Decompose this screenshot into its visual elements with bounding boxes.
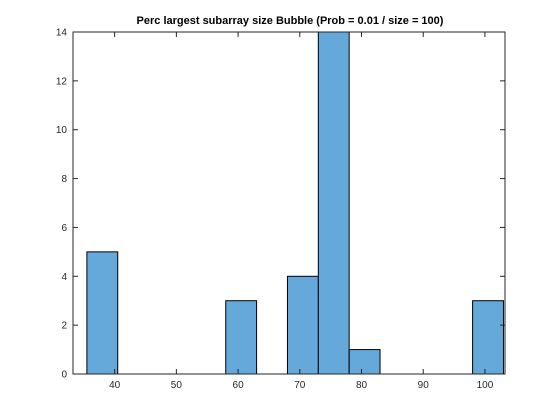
x-tick-label-6: 100 xyxy=(477,380,494,391)
y-tick-label-2: 4 xyxy=(61,272,67,283)
x-tick-label-1: 50 xyxy=(171,380,183,391)
x-tick-label-5: 90 xyxy=(418,380,430,391)
histogram-bar-1 xyxy=(225,300,258,375)
y-tick-label-0: 0 xyxy=(61,370,67,381)
y-tick-label-1: 2 xyxy=(61,321,67,332)
histogram-bar-5 xyxy=(472,300,504,375)
y-tick-label-6: 12 xyxy=(56,76,68,87)
plot-area: 40 50 60 70 80 90 100 0 2 4 6 8 10 12 14 xyxy=(56,28,506,391)
histogram-bar-3 xyxy=(317,31,350,375)
chart-title: Perc largest subarray size Bubble (Prob … xyxy=(137,15,444,27)
x-tick-label-2: 60 xyxy=(233,380,245,391)
y-tick-label-5: 10 xyxy=(56,125,68,136)
x-tick-label-3: 70 xyxy=(294,380,306,391)
x-tick-label-4: 80 xyxy=(356,380,368,391)
y-tick-label-7: 14 xyxy=(56,28,68,39)
axes-box xyxy=(72,31,506,375)
histogram-bar-4 xyxy=(348,349,381,375)
y-tick-label-4: 8 xyxy=(61,174,67,185)
histogram-bar-2 xyxy=(286,275,319,375)
y-tick-label-3: 6 xyxy=(61,223,67,234)
x-tick-label-0: 40 xyxy=(109,380,121,391)
histogram-bar-0 xyxy=(86,251,119,375)
